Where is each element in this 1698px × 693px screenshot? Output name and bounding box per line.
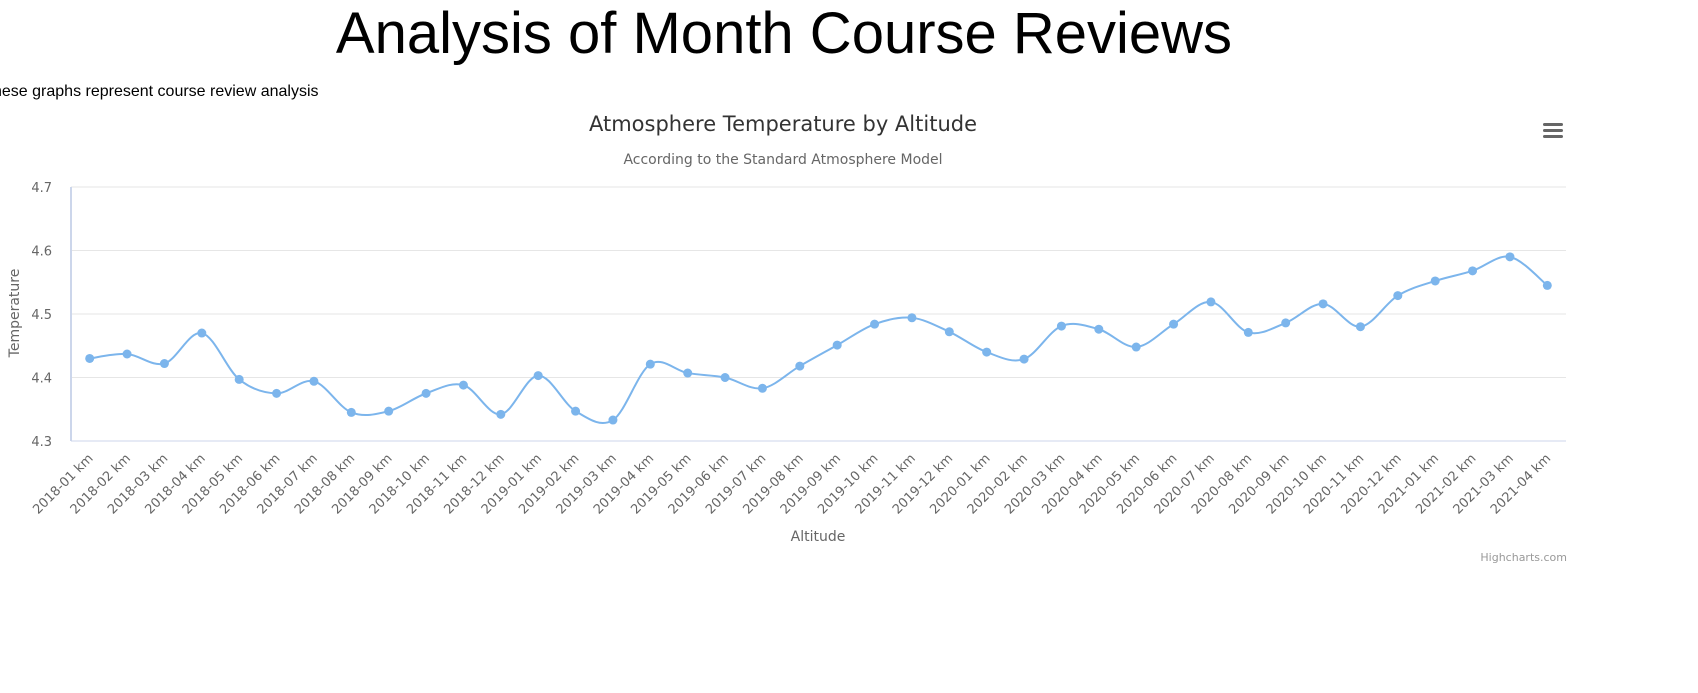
chart-container: Atmosphere Temperature by Altitude Accor… [0,105,1570,575]
data-point-2019-03-km[interactable] [608,415,618,425]
data-point-2018-07-km[interactable] [309,376,319,386]
grid-lines [71,186,1566,442]
data-point-2019-01-km[interactable] [533,371,543,381]
data-point-2020-03-km[interactable] [1056,321,1066,331]
data-point-2020-05-km[interactable] [1131,342,1141,352]
chart-svg: Atmosphere Temperature by Altitude Accor… [7,112,1567,564]
data-point-2019-12-km[interactable] [944,327,954,337]
series-line [89,255,1548,424]
data-point-2018-01-km[interactable] [85,353,95,363]
intro-text: hese graphs represent course review anal… [0,83,319,100]
hamburger-menu-icon[interactable] [1543,121,1563,141]
data-point-2018-05-km[interactable] [234,374,244,384]
data-point-2021-02-km[interactable] [1468,266,1478,276]
x-axis-title: Altitude [791,529,846,545]
data-point-2021-04-km[interactable] [1542,280,1552,290]
data-point-2018-10-km[interactable] [421,388,431,398]
y-tick-label: 4.6 [31,245,52,260]
data-point-2019-05-km[interactable] [683,368,693,378]
data-point-2018-02-km[interactable] [122,349,132,359]
data-point-2019-04-km[interactable] [645,359,655,369]
data-point-2018-11-km[interactable] [458,380,468,390]
axes [70,187,1566,442]
data-point-2019-08-km[interactable] [795,361,805,371]
data-point-2020-09-km[interactable] [1281,318,1291,328]
data-point-2021-03-km[interactable] [1505,252,1515,262]
data-points [85,252,1552,425]
data-point-2020-06-km[interactable] [1169,319,1179,329]
data-point-2020-12-km[interactable] [1393,291,1403,301]
data-point-2020-02-km[interactable] [1019,354,1029,364]
data-point-2018-03-km[interactable] [159,359,169,369]
data-point-2018-12-km[interactable] [496,409,506,419]
data-point-2020-01-km[interactable] [982,347,992,357]
page-title: Analysis of Month Course Reviews [335,1,1233,66]
y-tick-label: 4.4 [31,372,52,387]
data-point-2018-09-km[interactable] [384,406,394,416]
data-point-2021-01-km[interactable] [1430,276,1440,286]
y-tick-label: 4.7 [31,181,52,196]
data-point-2020-08-km[interactable] [1243,327,1253,337]
data-point-2019-10-km[interactable] [870,319,880,329]
data-point-2020-10-km[interactable] [1318,299,1328,309]
credits-link[interactable]: Highcharts.com [1480,551,1567,564]
data-point-2019-06-km[interactable] [720,373,730,382]
y-tick-labels: 4.3 4.4 4.5 4.6 4.7 [31,181,52,450]
data-point-2020-04-km[interactable] [1094,324,1104,334]
data-point-2020-11-km[interactable] [1355,322,1365,332]
series-line-group [89,255,1548,424]
y-tick-label: 4.5 [31,308,52,323]
data-point-2020-07-km[interactable] [1206,297,1216,307]
y-tick-label: 4.3 [31,435,52,450]
data-point-2018-08-km[interactable] [346,407,356,417]
chart-subtitle: According to the Standard Atmosphere Mod… [623,152,942,168]
data-point-2019-02-km[interactable] [571,406,581,416]
data-point-2019-11-km[interactable] [907,313,917,323]
data-point-2018-06-km[interactable] [272,388,282,398]
data-point-2019-09-km[interactable] [832,340,842,350]
data-point-2018-04-km[interactable] [197,328,207,338]
chart-title: Atmosphere Temperature by Altitude [589,112,977,136]
data-point-2019-07-km[interactable] [757,383,767,393]
y-axis-title: Temperature [7,269,23,359]
